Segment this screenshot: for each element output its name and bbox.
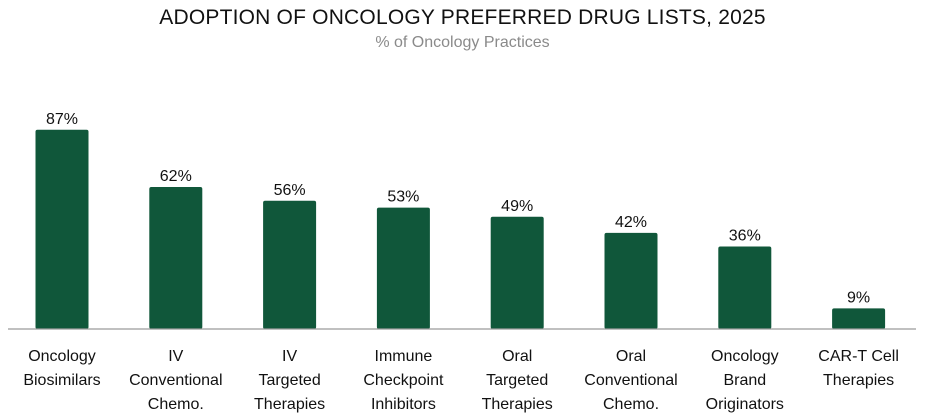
category-label-line: IV [168,348,183,365]
bar-0 [35,129,89,329]
bar-6 [718,246,772,329]
bar-4 [490,216,544,329]
category-label-line: Oncology [28,348,96,365]
category-label-2: IV Targeted Therapies [254,348,325,413]
category-label-0: Oncology Biosimilars [23,348,100,389]
bar-5 [604,232,658,329]
category-label-line: Targeted [486,372,548,389]
data-label-1: 62% [160,168,192,185]
category-label-line: Oncology [711,348,779,365]
data-label-3: 53% [387,189,419,206]
data-label-7: 9% [847,289,870,306]
category-label-line: CAR-T Cell [818,348,899,365]
chart-subtitle: % of Oncology Practices [375,34,550,51]
chart-title: ADOPTION OF ONCOLOGY PREFERRED DRUG LIST… [159,6,766,29]
category-label-6: Oncology Brand Originators [706,348,784,413]
value-labels-group: 87% 62% 56% 53% 49% 42% 36% 9% [46,111,870,307]
category-label-line: Targeted [258,372,320,389]
category-label-line: Inhibitors [371,396,436,413]
category-label-line: Therapies [823,372,894,389]
category-label-3: Immune Checkpoint Inhibitors [363,348,444,413]
category-label-line: Biosimilars [23,372,100,389]
data-label-2: 56% [274,182,306,199]
data-label-5: 42% [615,214,647,231]
bar-3 [376,207,430,329]
bar-2 [263,200,317,329]
category-label-line: Oral [616,348,646,365]
bar-1 [149,187,203,329]
data-label-4: 49% [501,198,533,215]
category-label-line: Therapies [482,396,553,413]
category-label-line: Therapies [254,396,325,413]
data-label-6: 36% [729,228,761,245]
category-label-line: Conventional [129,372,222,389]
data-label-0: 87% [46,111,78,128]
category-label-line: Chemo. [148,396,204,413]
category-label-7: CAR-T Cell Therapies [818,348,899,389]
bar-7 [832,308,886,329]
category-label-5: Oral Conventional Chemo. [584,348,677,413]
category-label-1: IV Conventional Chemo. [129,348,222,413]
category-label-line: Oral [502,348,532,365]
category-label-line: Brand [723,372,766,389]
category-label-line: Originators [706,396,784,413]
bars-group [35,129,886,329]
category-label-line: Conventional [584,372,677,389]
category-label-line: IV [282,348,297,365]
category-label-line: Checkpoint [363,372,444,389]
category-label-line: Chemo. [603,396,659,413]
category-label-line: Immune [375,348,433,365]
category-label-4: Oral Targeted Therapies [482,348,553,413]
